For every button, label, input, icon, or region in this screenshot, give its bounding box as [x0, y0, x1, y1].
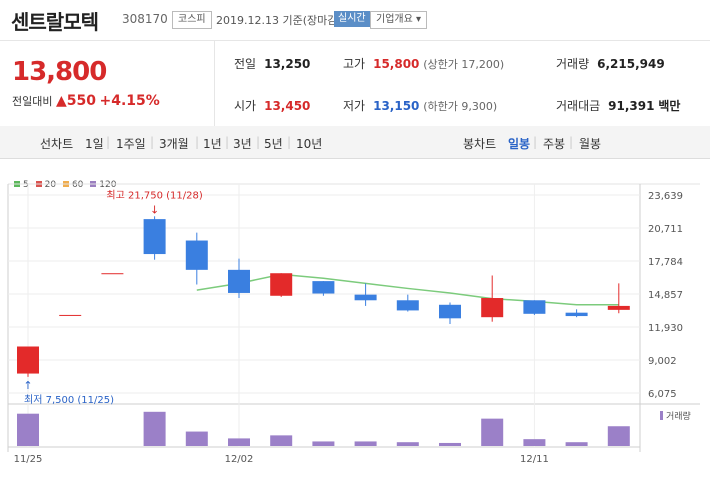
- current-price-panel: 13,800 전일대비 ▲550 +4.15%: [0, 41, 215, 126]
- range-3y[interactable]: 3년: [233, 137, 252, 151]
- prev-close: 전일 13,250: [234, 57, 311, 71]
- range-5y[interactable]: 5년: [264, 137, 283, 151]
- candle-body: [185, 240, 208, 270]
- stock-name: 센트랄모텍: [11, 10, 99, 34]
- x-tick-label: 12/02: [225, 454, 254, 465]
- y-tick-label: 17,784: [648, 257, 683, 268]
- range-1y[interactable]: 1년: [203, 137, 222, 151]
- candle-body: [607, 305, 630, 310]
- header: 센트랄모텍 308170 코스피 2019.12.13 기준(장마감) 실시간 …: [0, 0, 710, 41]
- range-1d[interactable]: 1일: [85, 137, 104, 151]
- candle-body: [396, 300, 419, 311]
- volume-bar: [565, 442, 588, 446]
- candle-body: [17, 346, 39, 374]
- realtime-button[interactable]: 실시간: [334, 11, 370, 27]
- volume-bar: [354, 441, 377, 446]
- market-badge: 코스피: [172, 11, 212, 29]
- candle-body: [101, 273, 124, 275]
- trade-amount: 거래대금 91,391 백만: [556, 99, 681, 113]
- range-3m[interactable]: 3개월: [159, 137, 189, 151]
- volume-bar: [143, 411, 166, 446]
- legend-20: 20: [44, 180, 57, 190]
- volume-bar: [270, 435, 293, 446]
- volume-bar: [607, 426, 630, 446]
- current-price: 13,800: [12, 57, 107, 87]
- company-info-label: 기업개요: [376, 14, 413, 25]
- y-tick-label: 9,002: [648, 356, 677, 367]
- chevron-down-icon: ▾: [416, 14, 422, 25]
- x-tick-label: 11/25: [14, 454, 43, 465]
- volume: 거래량 6,215,949: [556, 57, 665, 71]
- period-weekly[interactable]: 주봉: [543, 137, 566, 151]
- open-price: 시가 13,450: [234, 99, 311, 113]
- high-price: 고가 15,800 (상한가 17,200): [343, 57, 505, 71]
- y-tick-label: 23,639: [648, 191, 683, 202]
- candle-body: [354, 294, 377, 301]
- y-tick-label: 6,075: [648, 389, 677, 400]
- chart-toolbar: 선차트 1일 | 1주일 | 3개월 | 1년 | 3년 | 5년 | 10년 …: [0, 126, 710, 159]
- y-tick-label: 11,930: [648, 323, 683, 334]
- legend-5: 5: [23, 180, 29, 190]
- volume-bar: [439, 442, 461, 446]
- price-change: 전일대비 ▲550 +4.15%: [12, 93, 160, 109]
- period-monthly[interactable]: 월봉: [579, 137, 602, 151]
- candle-body: [270, 273, 293, 296]
- volume-legend-swatch: [660, 411, 663, 420]
- volume-bar: [185, 431, 208, 446]
- candle-body: [565, 312, 588, 317]
- volume-bar: [312, 441, 335, 446]
- candle-body: [228, 269, 250, 293]
- range-1w[interactable]: 1주일: [116, 137, 146, 151]
- low-note: 최저 7,500 (11/25): [24, 394, 114, 406]
- up-triangle-icon: ▲: [55, 93, 67, 109]
- volume-bar: [396, 442, 419, 446]
- up-arrow-icon: ↑: [23, 379, 32, 392]
- period-daily[interactable]: 일봉: [508, 137, 531, 151]
- ma5-line: [196, 273, 619, 306]
- volume-bar: [17, 413, 39, 446]
- volume-bar: [481, 418, 504, 446]
- change-label: 전일대비: [12, 95, 53, 108]
- candle-body: [312, 281, 335, 294]
- base-date: 2019.12.13 기준(장마감): [216, 14, 342, 27]
- x-tick-label: 12/11: [520, 454, 549, 465]
- down-arrow-icon: ↓: [150, 203, 159, 216]
- candle-body: [523, 300, 546, 314]
- volume-bar: [523, 439, 546, 446]
- change-percent: +4.15%: [99, 93, 160, 109]
- volume-legend-label: 거래량: [666, 410, 691, 422]
- legend-60: 60: [71, 180, 84, 190]
- volume-bar: [228, 438, 250, 446]
- candle-body: [143, 219, 166, 255]
- range-10y[interactable]: 10년: [296, 137, 323, 151]
- stock-code: 308170: [122, 12, 168, 26]
- y-tick-label: 14,857: [648, 290, 683, 301]
- tab-line-chart[interactable]: 선차트: [40, 137, 74, 151]
- y-tick-label: 20,711: [648, 224, 683, 235]
- tab-candle-chart[interactable]: 봉차트: [463, 137, 497, 151]
- high-note: 최고 21,750 (11/28): [106, 189, 202, 201]
- legend-120: 120: [99, 180, 117, 190]
- candle-body: [481, 298, 504, 318]
- candle-body: [439, 304, 461, 319]
- company-info-button[interactable]: 기업개요 ▾: [370, 11, 428, 29]
- candle-body: [59, 314, 82, 316]
- change-amount: 550: [66, 93, 96, 109]
- low-price: 저가 13,150 (하한가 9,300): [343, 99, 498, 113]
